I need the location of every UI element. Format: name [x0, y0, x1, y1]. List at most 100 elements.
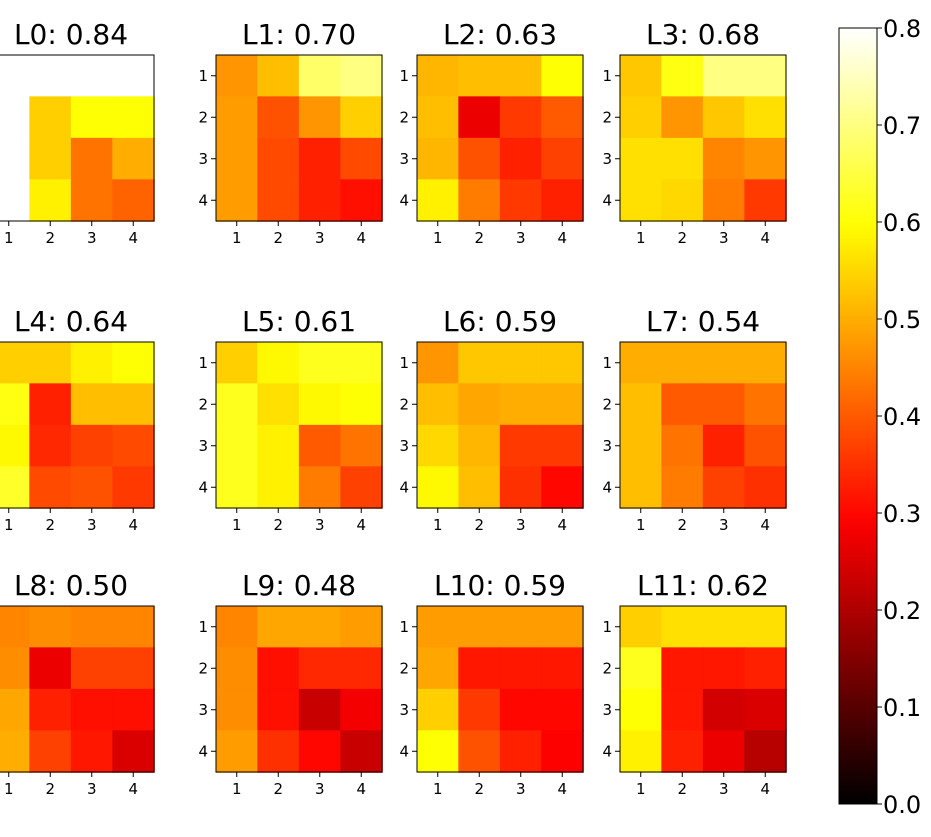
y-tick-label: 3 — [198, 437, 208, 455]
heatmap-cell — [29, 424, 72, 468]
heatmap-cell — [112, 730, 155, 773]
panel-frame — [619, 54, 787, 222]
heatmap-cell — [29, 688, 72, 732]
x-tick-label: 3 — [315, 229, 325, 247]
panel-frame — [416, 54, 584, 222]
heatmap-cell — [541, 341, 584, 385]
y-tick-label: 1 — [602, 67, 612, 85]
heatmap-cell — [661, 179, 704, 222]
y-tick-label: 2 — [399, 108, 409, 126]
panel-title: L1: 0.70 — [242, 18, 356, 51]
panel-title: L0: 0.84 — [14, 18, 128, 51]
heatmap-cell — [257, 605, 300, 649]
x-tick-label: 4 — [557, 516, 567, 534]
heatmap-cell — [29, 383, 72, 426]
colorbar — [839, 28, 877, 804]
panel-frame — [416, 341, 584, 509]
heatmap-cell — [340, 688, 383, 732]
heatmap-cell — [702, 54, 746, 98]
heatmap-cell — [619, 383, 663, 426]
x-tick-label: 3 — [87, 780, 97, 798]
heatmap-cell — [70, 688, 114, 732]
heatmap-cell — [298, 605, 342, 649]
heatmap-cell — [541, 383, 584, 426]
heatmap-cell — [499, 647, 543, 690]
colorbar-tick-label: 0.0 — [883, 791, 921, 819]
panel-title: L4: 0.64 — [14, 305, 128, 338]
heatmap-cell — [541, 647, 584, 690]
heatmap-cell — [298, 96, 342, 139]
heatmap-cell — [416, 730, 460, 773]
heatmap-cell — [112, 688, 155, 732]
heatmap-cell — [70, 424, 114, 468]
heatmap-cell — [257, 424, 300, 468]
heatmap-cell — [416, 466, 460, 509]
heatmap-cell — [0, 96, 31, 139]
heatmap-cell — [499, 688, 543, 732]
panel-frame — [215, 605, 383, 773]
heatmap-cell — [340, 605, 383, 649]
x-tick-label: 1 — [4, 780, 14, 798]
heatmap-cell — [257, 647, 300, 690]
heatmap-cell — [215, 341, 259, 385]
y-tick-label: 1 — [399, 618, 409, 636]
heatmap-cell — [298, 466, 342, 509]
heatmap-cell — [0, 605, 31, 649]
heatmap-cell — [619, 341, 663, 385]
heatmap-cell — [744, 383, 787, 426]
y-tick-label: 2 — [602, 395, 612, 413]
y-tick-label: 1 — [602, 618, 612, 636]
x-tick-label: 2 — [474, 229, 484, 247]
heatmap-cell — [70, 383, 114, 426]
heatmap-cell — [458, 647, 501, 690]
heatmap-cell — [744, 647, 787, 690]
heatmap-cell — [70, 54, 114, 98]
x-tick-label: 4 — [128, 780, 138, 798]
x-tick-label: 2 — [677, 516, 687, 534]
heatmap-cell — [112, 341, 155, 385]
heatmap-cell — [112, 647, 155, 690]
heatmap-cell — [499, 466, 543, 509]
heatmap-cell — [215, 605, 259, 649]
heatmap-cell — [499, 179, 543, 222]
x-tick-label: 4 — [356, 516, 366, 534]
heatmap-cell — [29, 466, 72, 509]
x-tick-label: 4 — [356, 229, 366, 247]
heatmap-cell — [340, 424, 383, 468]
heatmap-cell — [744, 466, 787, 509]
heatmap-cell — [416, 383, 460, 426]
heatmap-cell — [416, 605, 460, 649]
x-tick-label: 3 — [87, 229, 97, 247]
heatmap-cell — [298, 730, 342, 773]
heatmap-cell — [541, 424, 584, 468]
heatmap-cell — [541, 54, 584, 98]
y-tick-label: 2 — [198, 395, 208, 413]
heatmap-cell — [70, 96, 114, 139]
y-tick-label: 4 — [399, 742, 409, 760]
heatmap-cell — [112, 424, 155, 468]
panel-frame — [0, 341, 155, 509]
heatmap-cell — [340, 647, 383, 690]
heatmap-cell — [744, 179, 787, 222]
heatmap-cell — [298, 137, 342, 181]
heatmap-cell — [619, 96, 663, 139]
heatmap-cell — [298, 179, 342, 222]
colorbar-tick-label: 0.3 — [883, 500, 921, 528]
heatmap-cell — [702, 137, 746, 181]
heatmap-cell — [112, 137, 155, 181]
x-tick-label: 1 — [433, 780, 443, 798]
heatmap-cell — [298, 383, 342, 426]
y-tick-label: 3 — [198, 701, 208, 719]
heatmap-cell — [340, 466, 383, 509]
heatmap-cell — [340, 383, 383, 426]
heatmap-cell — [702, 96, 746, 139]
heatmap-cell — [499, 137, 543, 181]
heatmap-cell — [499, 730, 543, 773]
heatmap-cell — [29, 179, 72, 222]
x-tick-label: 3 — [516, 229, 526, 247]
heatmap-cell — [340, 54, 383, 98]
heatmap-cell — [215, 730, 259, 773]
heatmap-cell — [70, 605, 114, 649]
x-tick-label: 2 — [474, 516, 484, 534]
